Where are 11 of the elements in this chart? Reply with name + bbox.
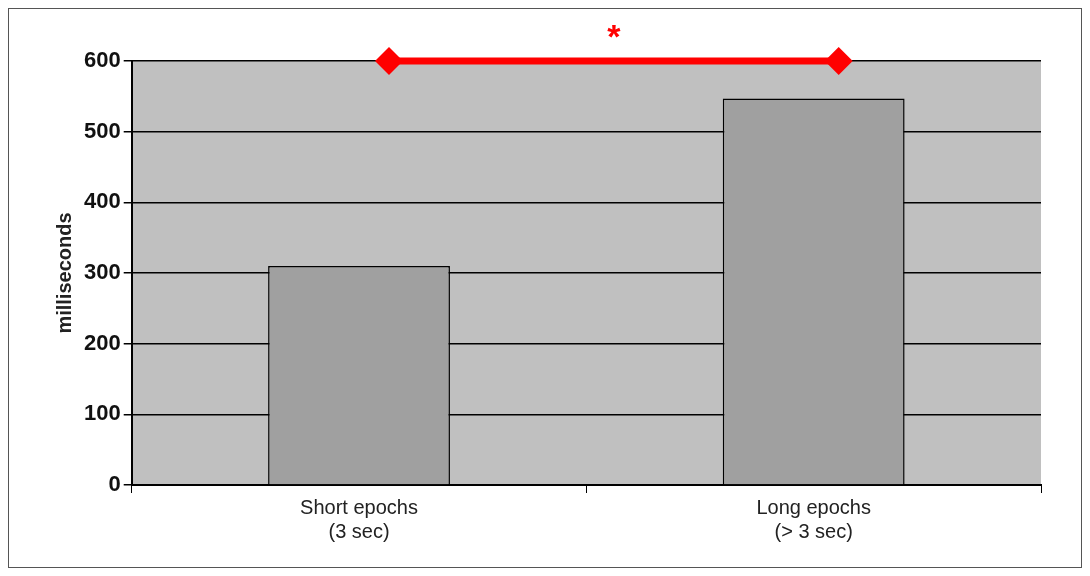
x-tick-label: Short epochs (3 sec) bbox=[300, 495, 418, 542]
y-tick-label: 600 bbox=[83, 47, 121, 73]
text: * bbox=[607, 17, 622, 56]
y-tick-label: 300 bbox=[83, 259, 121, 285]
y-tick-label: 0 bbox=[108, 471, 121, 497]
y-tick-label: 400 bbox=[83, 188, 121, 214]
y-tick-label: 500 bbox=[83, 117, 121, 143]
x-tick-label: Long epochs (> 3 sec) bbox=[756, 495, 871, 542]
y-tick-label: 100 bbox=[83, 400, 121, 426]
y-axis-title: milliseconds bbox=[52, 212, 75, 334]
y-tick-label: 200 bbox=[83, 329, 121, 355]
